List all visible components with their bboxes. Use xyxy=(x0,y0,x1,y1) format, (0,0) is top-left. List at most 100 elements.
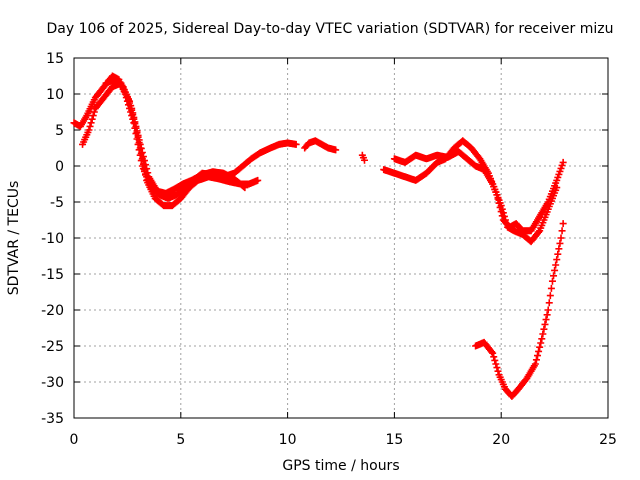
data-point xyxy=(137,144,145,152)
series-satellite-track-d xyxy=(301,137,368,164)
data-point xyxy=(536,343,544,351)
y-tick-label: -20 xyxy=(41,303,64,319)
data-point xyxy=(491,356,499,364)
data-point xyxy=(488,348,496,356)
series-satellite-track-c xyxy=(102,76,249,197)
data-point xyxy=(498,205,506,213)
data-point xyxy=(547,284,555,292)
data-point xyxy=(500,212,508,220)
data-point xyxy=(556,239,564,247)
y-axis-label: SDTVAR / TECUs xyxy=(6,181,22,296)
data-point xyxy=(551,266,559,274)
data-point xyxy=(144,169,152,177)
series-satellite-track-g xyxy=(472,220,567,400)
series-satellite-track-e xyxy=(380,137,567,235)
data-point xyxy=(85,126,93,134)
data-point xyxy=(543,311,551,319)
data-point xyxy=(142,161,150,169)
data-point xyxy=(542,316,550,324)
data-point xyxy=(489,349,497,357)
data-point xyxy=(541,320,549,328)
data-point xyxy=(558,227,566,235)
data-point xyxy=(360,156,368,164)
data-point xyxy=(531,360,539,368)
y-tick-label: -35 xyxy=(41,411,64,427)
y-tick-label: -15 xyxy=(41,267,64,283)
y-tick-label: 15 xyxy=(46,51,64,67)
data-point xyxy=(538,335,546,343)
data-point xyxy=(548,277,556,285)
data-point xyxy=(493,364,501,372)
data-point xyxy=(118,82,126,90)
data-point xyxy=(537,339,545,347)
data-point xyxy=(129,109,137,117)
data-point xyxy=(136,140,144,148)
data-point xyxy=(254,176,262,184)
data-point xyxy=(139,153,147,161)
y-tick-label: -5 xyxy=(50,195,64,211)
chart-title: Day 106 of 2025, Sidereal Day-to-day VTE… xyxy=(47,21,614,37)
data-point xyxy=(143,165,151,173)
data-point xyxy=(557,234,565,242)
y-tick-label: 5 xyxy=(55,123,64,139)
data-point xyxy=(499,209,507,217)
y-tick-label: 10 xyxy=(46,87,64,103)
data-point xyxy=(332,146,340,154)
data-point xyxy=(131,118,139,126)
data-point xyxy=(130,113,138,121)
data-points xyxy=(70,72,567,400)
data-point xyxy=(497,202,505,210)
data-point xyxy=(292,140,300,148)
x-tick-label: 0 xyxy=(70,432,79,448)
data-point xyxy=(540,325,548,333)
data-point xyxy=(132,122,140,130)
x-tick-label: 10 xyxy=(279,432,297,448)
data-point xyxy=(555,245,563,253)
data-point xyxy=(140,157,148,165)
data-point xyxy=(535,347,543,355)
data-point xyxy=(501,216,509,224)
data-point xyxy=(87,119,95,127)
data-point xyxy=(494,367,502,375)
series-satellite-track-f xyxy=(390,148,561,246)
data-point xyxy=(89,112,97,120)
y-tick-label: -10 xyxy=(41,231,64,247)
data-point xyxy=(553,184,561,192)
y-tick-label: -25 xyxy=(41,339,64,355)
data-point xyxy=(133,127,141,135)
data-point xyxy=(90,108,98,116)
data-point xyxy=(134,131,142,139)
data-point xyxy=(546,292,554,300)
x-tick-label: 5 xyxy=(176,432,185,448)
data-point xyxy=(240,183,248,191)
x-tick-label: 15 xyxy=(385,432,403,448)
data-point xyxy=(545,299,553,307)
data-point xyxy=(503,220,511,228)
data-point xyxy=(86,122,94,130)
x-ticks: 0 5 10 15 20 25 xyxy=(70,58,617,448)
x-tick-label: 25 xyxy=(599,432,617,448)
data-point xyxy=(539,330,547,338)
data-point xyxy=(241,184,249,192)
data-point xyxy=(554,250,562,258)
data-point xyxy=(535,228,543,236)
y-tick-label: 0 xyxy=(55,159,64,175)
data-point xyxy=(532,356,540,364)
data-point xyxy=(492,360,500,368)
x-tick-label: 20 xyxy=(492,432,510,448)
data-point xyxy=(553,256,561,264)
data-point xyxy=(544,306,552,314)
y-ticks: -35 -30 -25 -20 -15 -10 -5 0 5 10 15 xyxy=(41,51,608,427)
data-point xyxy=(490,353,498,361)
grid xyxy=(74,58,608,418)
data-point xyxy=(128,104,136,112)
y-tick-label: -30 xyxy=(41,375,64,391)
x-axis-label: GPS time / hours xyxy=(282,458,399,474)
data-point xyxy=(135,136,143,144)
data-point xyxy=(534,352,542,360)
data-point xyxy=(88,115,96,123)
data-point xyxy=(559,220,567,228)
data-point xyxy=(552,261,560,269)
data-point xyxy=(138,149,146,156)
